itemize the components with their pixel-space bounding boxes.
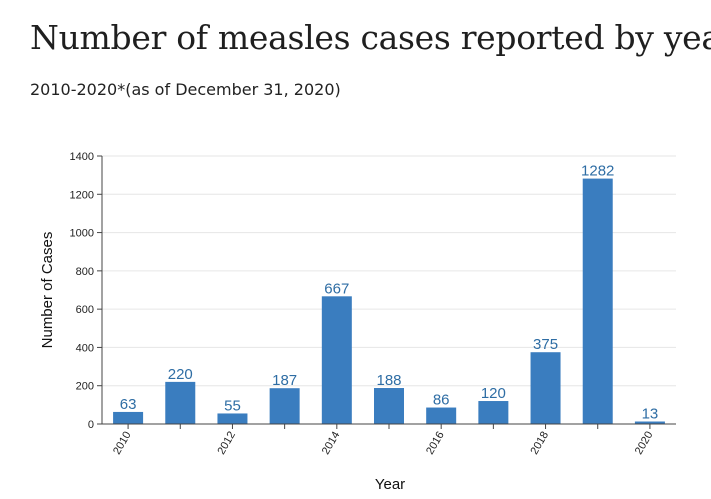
- chart-subtitle: 2010-2020*(as of December 31, 2020): [30, 80, 341, 99]
- data-label-2016: 86: [433, 392, 450, 409]
- x-axis-title: Year: [375, 476, 405, 493]
- x-tick-label: 2010: [111, 430, 134, 457]
- data-label-2020: 13: [642, 406, 659, 423]
- bar-2017: [478, 401, 509, 424]
- bar-2018: [530, 352, 561, 424]
- data-label-2011: 220: [168, 366, 193, 383]
- data-label-2015: 188: [376, 372, 401, 389]
- data-label-2017: 120: [481, 385, 506, 402]
- y-axis-title: Number of Cases: [39, 232, 56, 349]
- bars: [113, 178, 665, 424]
- x-tick-label: 2012: [215, 430, 238, 457]
- y-tick-label: 600: [76, 304, 94, 316]
- data-labels: 63 220 55 187 667 188 86 120 375 1282 13: [120, 163, 659, 423]
- y-tick-label: 400: [76, 342, 94, 354]
- y-tick-label: 1400: [70, 151, 94, 163]
- data-label-2012: 55: [224, 397, 241, 414]
- y-tick-label: 1200: [70, 189, 94, 201]
- bar-2010: [113, 411, 144, 424]
- bar-2019: [582, 178, 613, 424]
- y-tick-label: 1000: [70, 228, 94, 240]
- y-tick-label: 200: [76, 381, 94, 393]
- y-tick-label: 800: [76, 266, 94, 278]
- data-label-2018: 375: [533, 336, 558, 353]
- x-tick-label: 2020: [633, 430, 656, 457]
- bar-2013: [269, 388, 300, 424]
- x-tick-label: 2018: [529, 430, 552, 457]
- bar-2012: [217, 413, 248, 424]
- y-tick-label: 0: [88, 419, 94, 431]
- bar-2011: [165, 381, 196, 424]
- bar-2016: [426, 407, 457, 424]
- x-tick-label: 2016: [424, 430, 447, 457]
- bar-2020: [634, 421, 665, 424]
- data-label-2019: 1282: [581, 163, 614, 180]
- bar-2015: [374, 388, 404, 424]
- data-label-2010: 63: [120, 396, 137, 413]
- x-tick-label: 2014: [320, 430, 343, 457]
- data-label-2014: 667: [324, 280, 349, 297]
- data-label-2013: 187: [272, 372, 297, 389]
- chart-title: Number of measles cases reported by year: [30, 18, 711, 57]
- bar-2014: [321, 296, 352, 424]
